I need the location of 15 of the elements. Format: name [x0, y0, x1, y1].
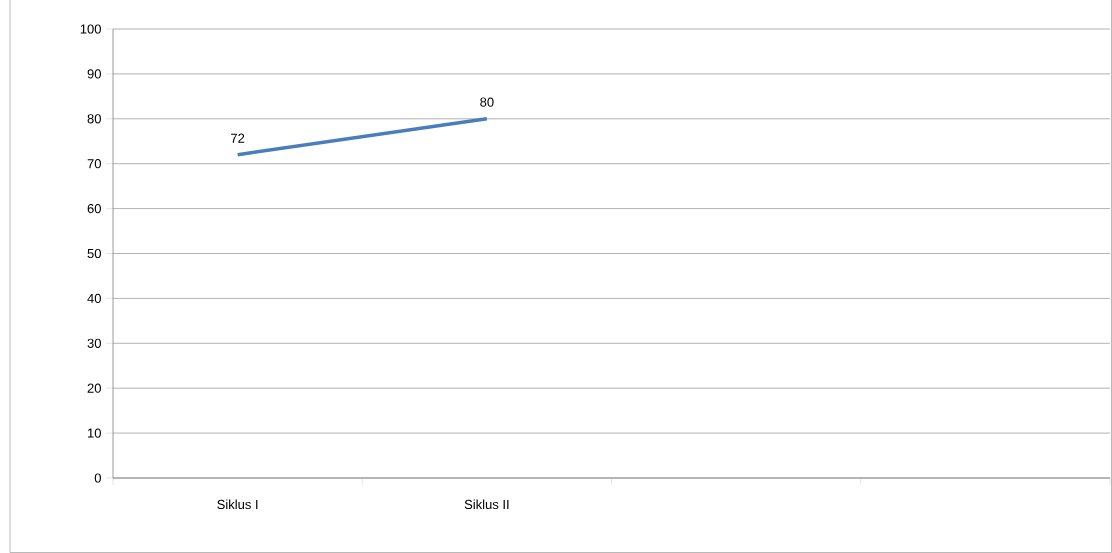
- x-tick-label: Siklus II: [464, 499, 509, 510]
- y-tick-label: 70: [87, 159, 101, 169]
- y-tick-label: 0: [94, 473, 101, 483]
- y-tick-label: 30: [87, 338, 101, 348]
- data-label: 80: [480, 97, 494, 107]
- y-tick-label: 40: [87, 293, 101, 303]
- x-tick-label: Siklus I: [217, 499, 258, 510]
- y-tick-label: 60: [87, 203, 101, 214]
- y-tick-label: 80: [87, 114, 101, 124]
- y-tick-label: 90: [87, 69, 101, 79]
- y-tick-label: 100: [80, 24, 101, 34]
- data-label: 72: [231, 133, 245, 143]
- y-tick-label: 20: [87, 383, 101, 393]
- y-tick-label: 50: [87, 248, 101, 259]
- y-tick-label: 10: [88, 428, 101, 438]
